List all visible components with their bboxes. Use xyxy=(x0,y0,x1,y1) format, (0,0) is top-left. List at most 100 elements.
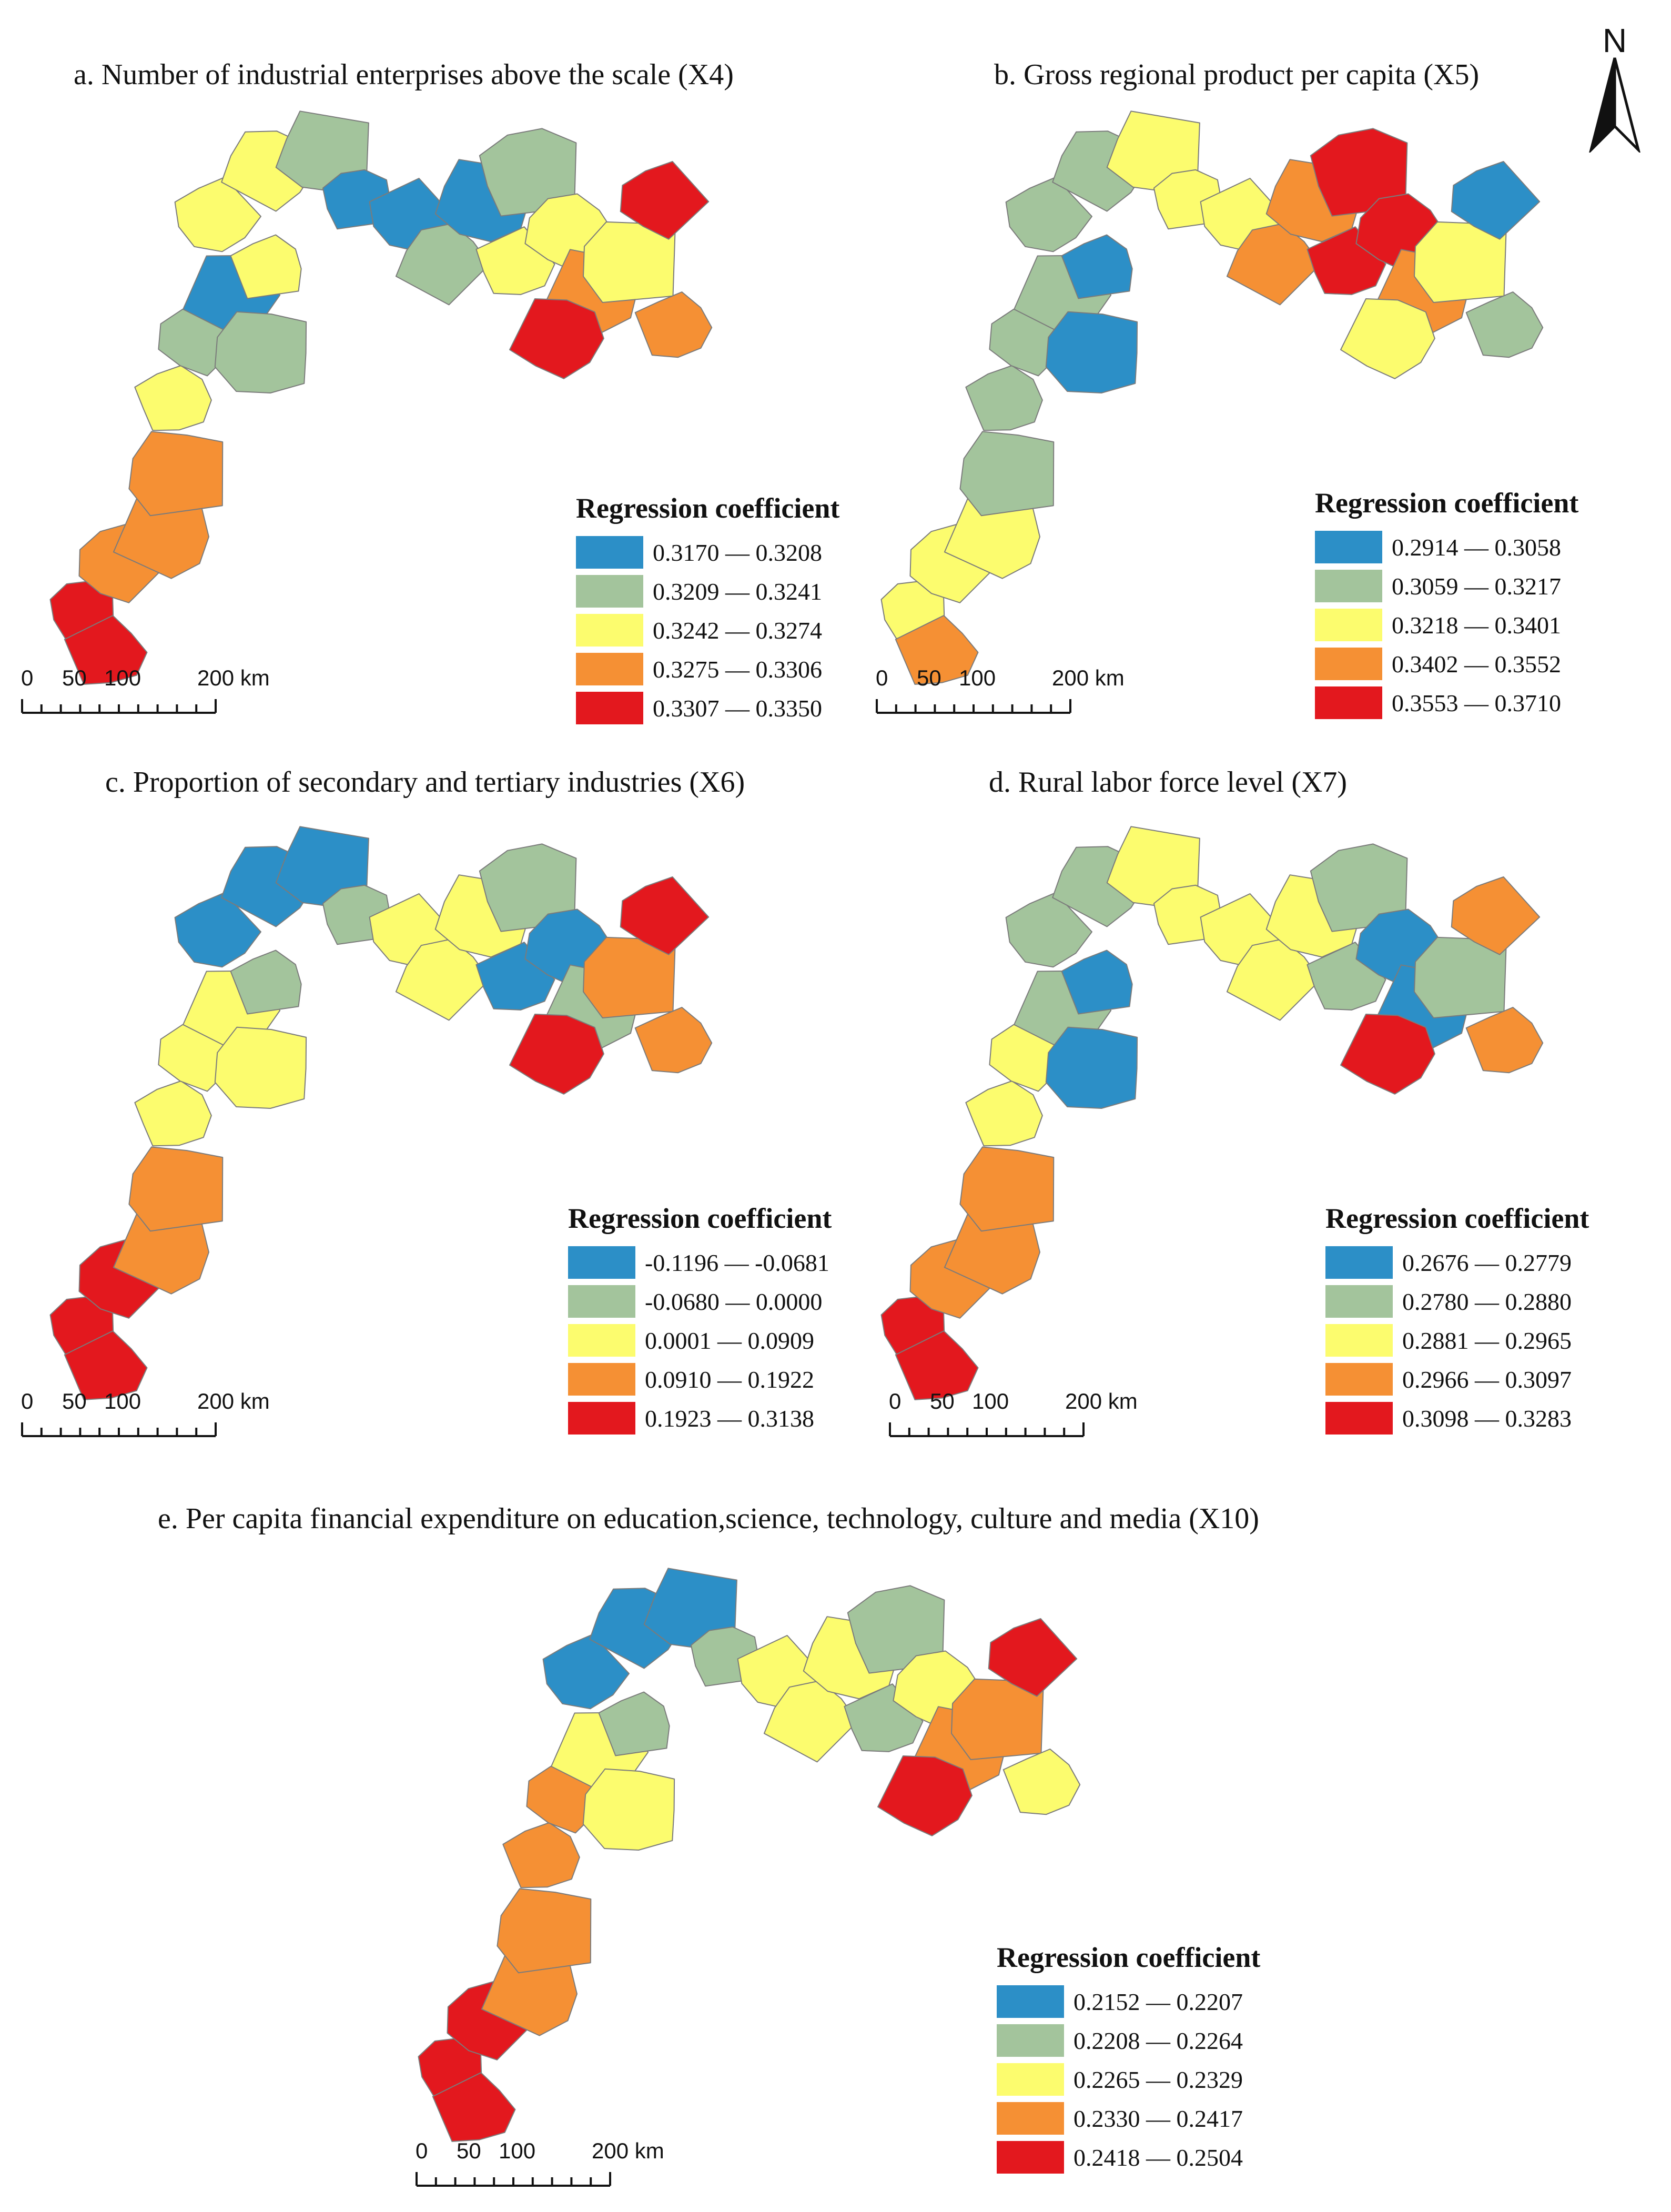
legend-swatch-4 xyxy=(997,2102,1064,2135)
legend-range-1: 0.2152 — 0.2207 xyxy=(1074,1988,1243,2015)
region-6 xyxy=(965,365,1043,431)
legend-range-4: 0.3275 — 0.3306 xyxy=(653,655,822,683)
region-10 xyxy=(230,950,302,1015)
legend-swatch-1 xyxy=(576,536,643,569)
region-11 xyxy=(1005,177,1092,252)
legend-range-4: 0.2966 — 0.3097 xyxy=(1402,1366,1572,1393)
panel-a-map xyxy=(49,110,713,685)
region-2 xyxy=(895,615,979,685)
scale-label-0: 0 xyxy=(416,2138,428,2163)
scale-bar-ticks xyxy=(21,1422,217,1437)
scale-bar-ticks xyxy=(416,2172,611,2187)
legend-swatch-1 xyxy=(997,1985,1064,2018)
scale-label-100: 100 xyxy=(104,1389,141,1413)
region-2 xyxy=(64,615,148,685)
scale-label-50: 50 xyxy=(62,665,87,690)
legend-range-1: -0.1196 — -0.0681 xyxy=(645,1249,829,1276)
legend-title: Regression coefficient xyxy=(568,1203,832,1234)
legend-swatch-1 xyxy=(1315,531,1382,563)
legend-range-5: 0.3098 — 0.3283 xyxy=(1402,1405,1572,1432)
region-11 xyxy=(174,177,261,252)
scale-bar-ticks xyxy=(876,699,1071,714)
legend-swatch-3 xyxy=(997,2063,1064,2096)
panel-e-scalebar: 0 50 100 200 km xyxy=(416,2138,664,2196)
legend-swatch-5 xyxy=(1315,686,1382,719)
north-arrow-icon xyxy=(1589,57,1640,153)
legend-range-2: 0.2780 — 0.2880 xyxy=(1402,1288,1572,1315)
scale-label-50: 50 xyxy=(917,665,941,690)
region-23 xyxy=(634,291,713,358)
region-2 xyxy=(895,1330,979,1400)
legend-range-5: 0.3307 — 0.3350 xyxy=(653,694,822,722)
scale-label-50: 50 xyxy=(930,1389,955,1413)
scale-label-0: 0 xyxy=(889,1389,902,1413)
region-6 xyxy=(502,1822,580,1888)
legend-swatch-5 xyxy=(576,692,643,724)
legend-swatch-4 xyxy=(568,1363,635,1396)
legend-range-2: -0.0680 — 0.0000 xyxy=(645,1288,823,1315)
legend-swatch-2 xyxy=(576,575,643,608)
scale-label-100: 100 xyxy=(499,2138,536,2163)
legend-swatch-5 xyxy=(568,1402,635,1435)
legend-swatch-3 xyxy=(1325,1324,1393,1357)
legend-range-2: 0.3209 — 0.3241 xyxy=(653,578,822,605)
legend-range-4: 0.3402 — 0.3552 xyxy=(1392,650,1561,678)
scale-label-100: 100 xyxy=(959,665,996,690)
region-18 xyxy=(1310,128,1408,217)
legend-range-2: 0.3059 — 0.3217 xyxy=(1392,572,1561,600)
scale-label-100: 100 xyxy=(104,665,141,690)
region-5 xyxy=(959,431,1055,517)
region-2 xyxy=(432,2072,516,2142)
region-13 xyxy=(1106,110,1200,192)
region-9 xyxy=(1045,1026,1138,1109)
north-arrow-label: N xyxy=(1602,22,1627,59)
panel-e-legend: Regression coefficient 0.2152 — 0.2207 0… xyxy=(997,1941,1260,2178)
region-9 xyxy=(1045,311,1138,393)
panel-d-title: d. Rural labor force level (X7) xyxy=(989,766,1348,799)
region-24 xyxy=(620,161,710,240)
region-13 xyxy=(643,1568,737,1649)
region-18 xyxy=(1310,843,1408,932)
region-24 xyxy=(1451,161,1541,240)
scale-label-0: 0 xyxy=(21,1389,34,1413)
legend-range-1: 0.2914 — 0.3058 xyxy=(1392,533,1561,561)
legend-swatch-4 xyxy=(576,653,643,685)
scale-label-200: 200 km xyxy=(1052,665,1125,690)
scale-label-200: 200 km xyxy=(592,2138,664,2163)
legend-title: Regression coefficient xyxy=(1325,1203,1589,1234)
panel-a-scalebar: 0 50 100 200 km xyxy=(21,665,270,723)
scale-bar-ticks xyxy=(889,1422,1085,1437)
region-13 xyxy=(275,110,369,192)
region-23 xyxy=(1465,1007,1544,1074)
legend-swatch-5 xyxy=(1325,1402,1393,1435)
legend-range-1: 0.3170 — 0.3208 xyxy=(653,539,822,566)
panel-e-title: e. Per capita financial expenditure on e… xyxy=(158,1502,1259,1535)
legend-range-3: 0.3242 — 0.3274 xyxy=(653,617,822,644)
scale-label-50: 50 xyxy=(457,2138,481,2163)
legend-range-3: 0.0001 — 0.0909 xyxy=(645,1327,814,1354)
legend-title: Regression coefficient xyxy=(576,492,840,524)
legend-range-5: 0.2418 — 0.2504 xyxy=(1074,2144,1243,2171)
region-11 xyxy=(542,1634,630,1710)
region-24 xyxy=(1451,876,1541,955)
region-11 xyxy=(1005,892,1092,968)
legend-range-4: 0.2330 — 0.2417 xyxy=(1074,2105,1243,2132)
legend-swatch-3 xyxy=(576,614,643,647)
panel-b-scalebar: 0 50 100 200 km xyxy=(876,665,1125,723)
legend-swatch-2 xyxy=(568,1285,635,1318)
legend-swatch-3 xyxy=(568,1324,635,1357)
panel-d-legend: Regression coefficient 0.2676 — 0.2779 0… xyxy=(1325,1202,1589,1439)
legend-range-2: 0.2208 — 0.2264 xyxy=(1074,2027,1243,2054)
legend-range-3: 0.2265 — 0.2329 xyxy=(1074,2066,1243,2093)
legend-swatch-2 xyxy=(997,2024,1064,2057)
north-arrow: N xyxy=(1583,21,1646,153)
region-24 xyxy=(988,1618,1078,1697)
region-25 xyxy=(1340,1014,1435,1095)
region-6 xyxy=(134,1080,212,1147)
region-23 xyxy=(1465,291,1544,358)
scale-bar-ticks xyxy=(21,699,217,714)
legend-range-5: 0.1923 — 0.3138 xyxy=(645,1405,814,1432)
region-25 xyxy=(509,298,604,379)
legend-range-1: 0.2676 — 0.2779 xyxy=(1402,1249,1572,1276)
region-9 xyxy=(214,1026,307,1109)
